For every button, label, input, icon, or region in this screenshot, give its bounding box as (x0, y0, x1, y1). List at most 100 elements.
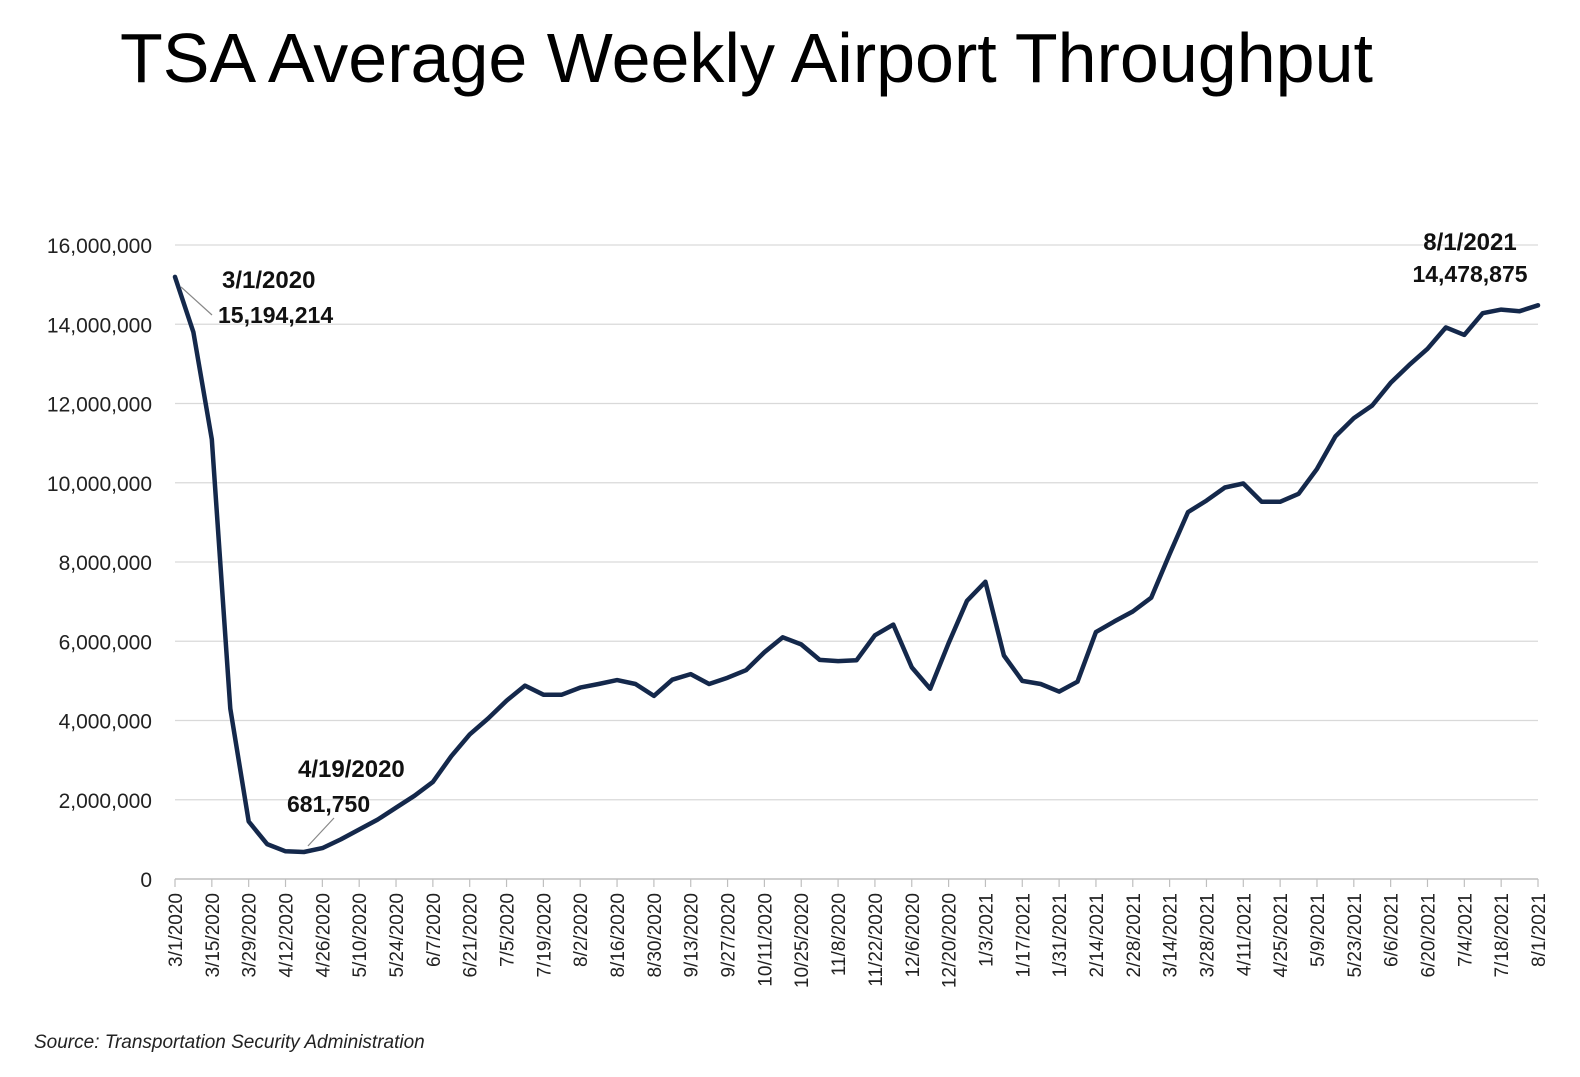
data-point (1518, 309, 1522, 313)
data-point (1260, 500, 1264, 504)
data-point (689, 672, 693, 676)
data-point (265, 842, 269, 846)
y-tick-label: 4,000,000 (59, 711, 152, 734)
annotation-date-start: 3/1/2020 (222, 267, 315, 294)
x-tick-label: 8/16/2020 (608, 893, 629, 978)
data-point (1481, 311, 1485, 315)
data-point (1370, 403, 1374, 407)
x-tick-label: 2/14/2021 (1087, 893, 1108, 978)
x-tick-label: 3/15/2020 (203, 893, 224, 978)
data-point (928, 687, 932, 691)
x-tick-label: 1/3/2021 (976, 893, 997, 967)
data-point (818, 658, 822, 662)
data-point (228, 707, 232, 711)
data-point (449, 754, 453, 758)
data-point (376, 818, 380, 822)
y-tick-label: 6,000,000 (59, 631, 152, 654)
data-point (744, 668, 748, 672)
x-tick-label: 8/2/2020 (571, 893, 592, 967)
x-tick-label: 3/28/2021 (1197, 893, 1218, 978)
data-point (1186, 510, 1190, 514)
data-point (1002, 654, 1006, 658)
data-point (560, 693, 564, 697)
data-point (762, 650, 766, 654)
data-point (1407, 363, 1411, 367)
data-point (1094, 630, 1098, 634)
annotation-leader (180, 286, 213, 316)
data-point (597, 682, 601, 686)
data-point (1462, 333, 1466, 337)
data-point (1020, 679, 1024, 683)
x-tick-label: 7/18/2021 (1492, 893, 1513, 978)
y-tick-label: 16,000,000 (47, 235, 152, 258)
data-point (1131, 610, 1135, 614)
data-point (505, 699, 509, 703)
y-axis: 0 2,000,000 4,000,000 6,000,000 8,000,000 10,… (47, 235, 152, 892)
data-point (615, 678, 619, 682)
x-axis: 3/1/2020 3/15/2020 3/29/2020 4/12/2020 4/26/… (166, 878, 1550, 988)
data-point (173, 275, 177, 279)
x-tick-label: 10/25/2020 (792, 893, 813, 988)
data-point (357, 827, 361, 831)
y-tick-label: 10,000,000 (47, 473, 152, 496)
data-point (1315, 467, 1319, 471)
data-point (1278, 500, 1282, 504)
data-point (284, 849, 288, 853)
data-point (633, 682, 637, 686)
data-point (1149, 596, 1153, 600)
data-point (486, 717, 490, 721)
x-tick-label: 4/12/2020 (277, 893, 298, 978)
x-tick-label: 3/14/2021 (1161, 893, 1182, 978)
x-tick-label: 6/20/2021 (1418, 893, 1439, 978)
x-tick-label: 1/17/2021 (1013, 893, 1034, 978)
x-tick-label: 12/6/2020 (903, 893, 924, 978)
x-tick-label: 11/8/2020 (829, 893, 850, 976)
data-point (320, 846, 324, 850)
x-tick-label: 6/7/2020 (424, 893, 445, 967)
source-note: Source: Transportation Security Administ… (34, 1032, 425, 1053)
x-tick-label: 4/25/2021 (1271, 893, 1292, 978)
data-point (247, 820, 251, 824)
y-tick-label: 12,000,000 (47, 394, 152, 417)
x-tick-label: 5/23/2021 (1345, 893, 1366, 978)
data-point (1057, 690, 1061, 694)
gridlines (175, 244, 1538, 801)
data-point (1536, 303, 1540, 307)
data-point (541, 693, 545, 697)
x-tick-label: 9/27/2020 (719, 893, 740, 978)
data-point (412, 794, 416, 798)
data-point (652, 694, 656, 698)
data-point (394, 806, 398, 810)
data-point (1333, 434, 1337, 438)
data-point (873, 633, 877, 637)
x-tick-label: 9/13/2020 (682, 893, 703, 978)
x-tick-label: 5/24/2020 (387, 893, 408, 978)
x-tick-label: 5/9/2021 (1308, 893, 1329, 967)
x-tick-label: 10/11/2020 (755, 893, 776, 987)
x-tick-label: 8/1/2021 (1529, 893, 1550, 967)
x-tick-label: 7/4/2021 (1455, 893, 1476, 967)
data-point (210, 437, 214, 441)
x-tick-label: 6/6/2021 (1382, 893, 1403, 967)
data-point (1444, 325, 1448, 329)
data-point (910, 665, 914, 669)
data-point (1223, 486, 1227, 490)
data-point (1039, 682, 1043, 686)
data-point (1389, 381, 1393, 385)
data-point (670, 678, 674, 682)
y-tick-label: 14,000,000 (47, 314, 152, 337)
data-point (891, 623, 895, 627)
data-point (947, 641, 951, 645)
annotation-leader (307, 817, 335, 847)
x-tick-label: 7/19/2020 (534, 893, 555, 978)
data-point (431, 780, 435, 784)
y-tick-label: 8,000,000 (59, 552, 152, 575)
data-point (302, 850, 306, 854)
annotation-value-end: 14,478,875 (1412, 261, 1527, 287)
x-tick-label: 6/21/2020 (461, 893, 482, 978)
data-point (983, 580, 987, 584)
annotation-date-low: 4/19/2020 (298, 756, 405, 783)
data-point (965, 599, 969, 603)
data-point (1112, 619, 1116, 623)
